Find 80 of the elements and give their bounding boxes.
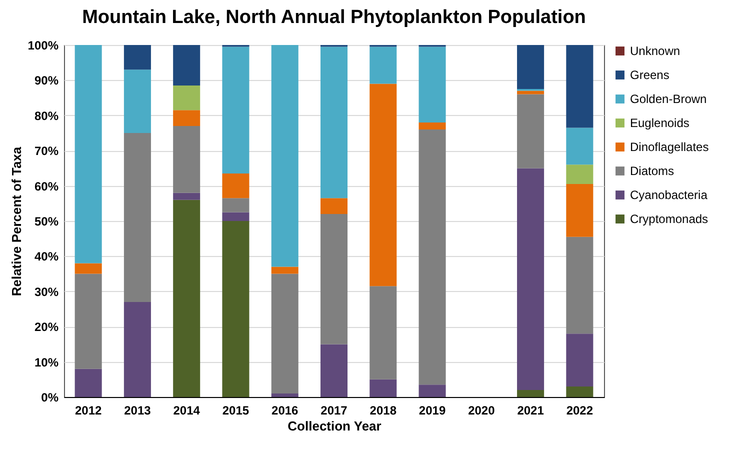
legend-label: Dinoflagellates bbox=[630, 140, 709, 154]
bar bbox=[517, 90, 544, 94]
legend-label: Cryptomonads bbox=[630, 212, 708, 226]
bar bbox=[271, 266, 298, 274]
bar bbox=[74, 263, 102, 274]
bar bbox=[222, 221, 250, 397]
y-tick-label: 40% bbox=[34, 250, 59, 264]
x-tick-label: 2020 bbox=[468, 404, 496, 418]
legend-label: Euglenoids bbox=[630, 116, 690, 130]
bar bbox=[271, 274, 298, 394]
x-tick-label: 2014 bbox=[173, 404, 200, 418]
bar bbox=[320, 198, 348, 214]
bar bbox=[124, 70, 151, 133]
bar bbox=[271, 45, 298, 267]
bar bbox=[566, 45, 594, 128]
bar bbox=[370, 84, 397, 286]
bar bbox=[173, 110, 200, 126]
x-tick-label: 2021 bbox=[517, 404, 544, 418]
bar bbox=[124, 133, 151, 302]
bar bbox=[222, 46, 250, 174]
y-tick-label: 0% bbox=[41, 390, 59, 404]
y-tick-label: 70% bbox=[34, 144, 59, 158]
y-axis-title: Relative Percent of Taxa bbox=[8, 146, 24, 296]
x-tick-label: 2013 bbox=[124, 404, 152, 418]
bar bbox=[418, 129, 446, 385]
legend-label: Diatoms bbox=[630, 164, 674, 178]
bar bbox=[74, 368, 102, 397]
y-tick-label: 30% bbox=[34, 284, 59, 299]
x-tick-label: 2022 bbox=[566, 404, 594, 418]
bar bbox=[566, 184, 594, 237]
chart-title: Mountain Lake, North Annual Phytoplankton Population bbox=[82, 7, 586, 28]
bar bbox=[222, 173, 250, 198]
y-tick-label: 50% bbox=[34, 214, 59, 228]
y-tick-label: 10% bbox=[34, 355, 59, 370]
legend-label: Unknown bbox=[630, 44, 680, 58]
bar bbox=[517, 45, 544, 89]
bar bbox=[320, 46, 348, 198]
bar bbox=[124, 45, 151, 70]
bar bbox=[320, 344, 348, 397]
x-tick-label: 2015 bbox=[222, 404, 250, 418]
legend-label: Greens bbox=[630, 68, 670, 82]
bar bbox=[173, 126, 200, 193]
bar bbox=[517, 390, 544, 397]
legend-label: Cyanobacteria bbox=[630, 188, 708, 202]
bar bbox=[370, 379, 397, 397]
y-tick-label: 100% bbox=[28, 38, 59, 52]
bar bbox=[271, 393, 298, 397]
x-tick-label: 2019 bbox=[418, 404, 446, 418]
bar bbox=[222, 212, 250, 221]
bar bbox=[370, 46, 397, 84]
bar bbox=[74, 274, 102, 369]
y-tick-label: 20% bbox=[34, 320, 59, 334]
bar bbox=[320, 214, 348, 344]
x-tick-label: 2016 bbox=[272, 404, 299, 418]
bar bbox=[566, 128, 594, 165]
legend-label: Golden-Brown bbox=[630, 92, 707, 106]
bar bbox=[173, 200, 200, 397]
bar bbox=[173, 85, 200, 110]
bar bbox=[566, 164, 594, 184]
x-tick-label: 2017 bbox=[320, 404, 348, 418]
bar bbox=[566, 386, 594, 397]
bar bbox=[370, 286, 397, 380]
bar bbox=[566, 334, 594, 386]
bar bbox=[222, 198, 250, 212]
bar bbox=[173, 192, 200, 200]
bar bbox=[173, 45, 200, 86]
x-tick-label: 2012 bbox=[74, 404, 102, 418]
bar bbox=[74, 45, 102, 264]
x-axis-title: Collection Year bbox=[288, 418, 382, 434]
y-tick-label: 90% bbox=[34, 74, 59, 88]
bar bbox=[124, 302, 151, 397]
bar bbox=[418, 46, 446, 122]
bar bbox=[566, 236, 594, 334]
bar bbox=[517, 168, 544, 390]
y-tick-label: 80% bbox=[34, 108, 59, 123]
bar bbox=[418, 384, 446, 397]
bar bbox=[418, 122, 446, 130]
x-tick-label: 2018 bbox=[370, 404, 397, 418]
bar bbox=[517, 94, 544, 168]
y-tick-label: 60% bbox=[34, 179, 59, 194]
